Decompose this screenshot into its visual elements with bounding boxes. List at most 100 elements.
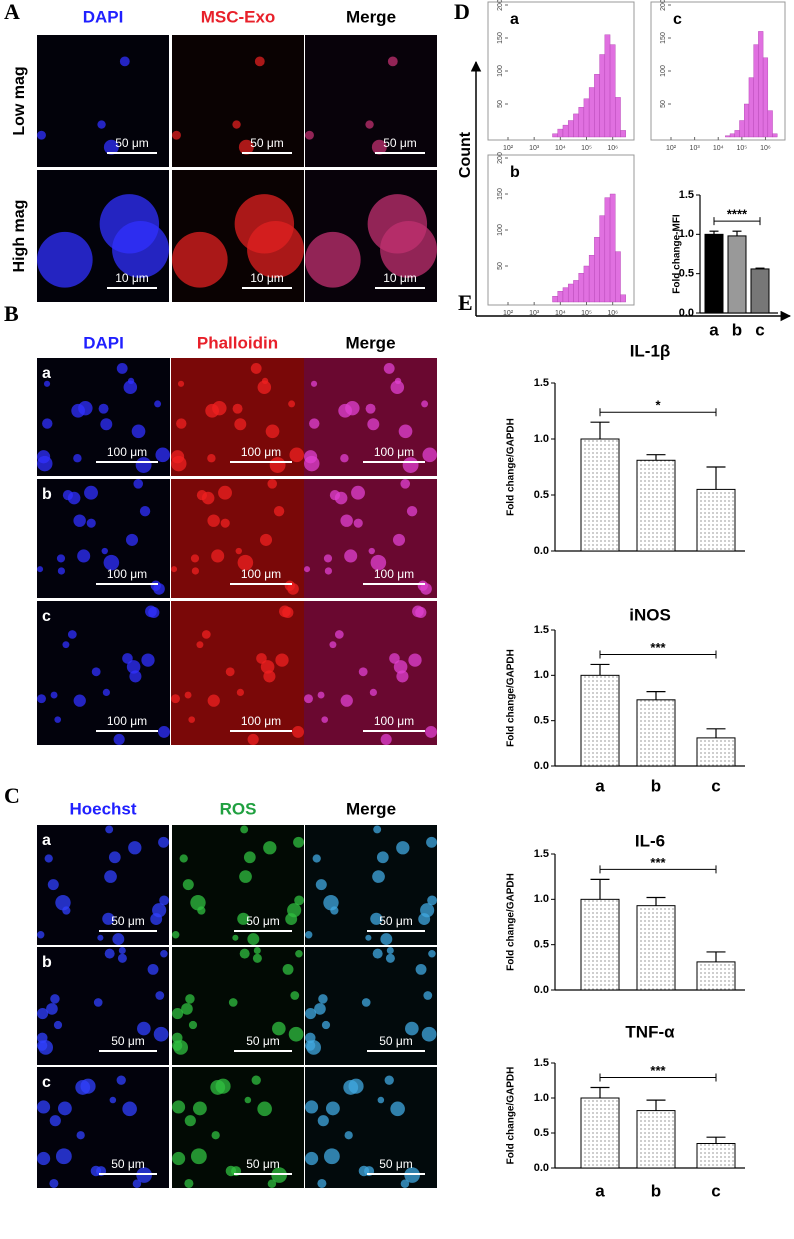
cell: [306, 1040, 321, 1055]
cell: [393, 660, 408, 674]
cell: [386, 947, 394, 955]
x-tick-label: 10²: [503, 145, 514, 152]
cell: [160, 949, 168, 958]
cell: [351, 485, 365, 500]
cell: [93, 998, 103, 1007]
histogram-bar: [599, 54, 606, 138]
histogram-frame: [487, 1, 635, 141]
cell: [390, 380, 405, 395]
column-header: Phalloidin: [197, 333, 278, 352]
column-header: Hoechst: [69, 799, 136, 818]
y-axis-label: Fold change-MFI: [672, 214, 683, 294]
cell: [190, 1148, 207, 1165]
cell: [344, 1131, 353, 1140]
cell: [323, 894, 339, 911]
cell: [103, 139, 119, 155]
cell: [117, 953, 127, 963]
cell: [56, 554, 66, 563]
histogram-bar: [599, 215, 606, 303]
cell: [247, 933, 260, 945]
cell: [171, 566, 178, 573]
y-tick-label: 1.5: [679, 189, 694, 201]
cell: [273, 506, 285, 517]
bar: [636, 905, 676, 991]
cell: [293, 836, 304, 848]
bar: [727, 235, 747, 314]
cell: [282, 963, 294, 975]
cells: [305, 947, 437, 1055]
cell: [358, 1165, 370, 1177]
cell: [215, 1078, 231, 1094]
cell: [417, 580, 428, 591]
cell: [383, 362, 395, 374]
cell: [38, 1040, 53, 1055]
cells: [171, 479, 299, 595]
y-tick-label: 0.5: [534, 1127, 549, 1139]
y-tick-label: 50: [497, 262, 504, 270]
cell: [404, 1167, 420, 1183]
cells: [37, 56, 130, 155]
cell: [310, 380, 318, 387]
y-axis-label: Count: [457, 131, 474, 178]
scale-bar-label: 10 μm: [250, 271, 284, 285]
cell: [305, 1100, 319, 1114]
cell: [43, 380, 51, 387]
cell: [418, 913, 431, 925]
cell: [365, 120, 374, 129]
cell: [73, 514, 86, 527]
y-tick-label: 0.5: [534, 489, 549, 501]
y-tick-label: 1.0: [534, 893, 549, 905]
bar: [696, 737, 736, 767]
cell: [132, 1179, 142, 1189]
cell: [315, 879, 327, 891]
histogram-bar: [758, 31, 764, 138]
row-label: a: [42, 832, 51, 849]
cell: [55, 1148, 72, 1165]
cell: [240, 825, 249, 834]
cell: [321, 1020, 331, 1030]
cell: [400, 479, 411, 489]
cell: [155, 991, 165, 1000]
cell: [55, 894, 71, 911]
scale-bar-label: 50 μm: [383, 136, 417, 150]
cell: [119, 56, 130, 67]
cell: [176, 418, 187, 429]
histogram-bar: [772, 133, 778, 138]
cell: [228, 998, 238, 1007]
bar: [636, 459, 676, 552]
histogram-bar: [552, 296, 558, 303]
y-axis-label: Fold change/GAPDH: [506, 1067, 517, 1165]
scale-bar-label: 50 μm: [246, 914, 280, 928]
significance-label: ***: [650, 855, 666, 870]
histogram-bar: [562, 287, 569, 303]
scale-bar-label: 100 μm: [241, 445, 281, 459]
cell: [184, 691, 192, 699]
cell: [150, 913, 163, 925]
cell: [97, 934, 104, 941]
panel-label: D: [454, 0, 470, 24]
cell: [37, 566, 44, 573]
cell: [329, 641, 337, 649]
cell: [207, 453, 216, 463]
cell: [181, 1003, 193, 1015]
micrograph: [171, 601, 304, 745]
micrograph: [305, 947, 437, 1065]
micrograph: [37, 479, 170, 598]
cell: [400, 1179, 410, 1189]
scale-bar-label: 50 μm: [111, 1157, 145, 1171]
cells: [37, 825, 170, 945]
micrograph: [305, 35, 437, 167]
histogram-bar: [567, 283, 574, 303]
cell: [67, 630, 77, 639]
cell: [184, 1178, 194, 1188]
cell: [415, 963, 427, 975]
cell: [84, 485, 98, 500]
panel-label: C: [4, 783, 20, 808]
cells: [171, 605, 304, 745]
cell: [118, 947, 126, 955]
cell: [37, 1151, 51, 1166]
micrograph: [37, 358, 170, 476]
scale-bar-label: 100 μm: [107, 445, 147, 459]
column-header: DAPI: [83, 333, 124, 352]
